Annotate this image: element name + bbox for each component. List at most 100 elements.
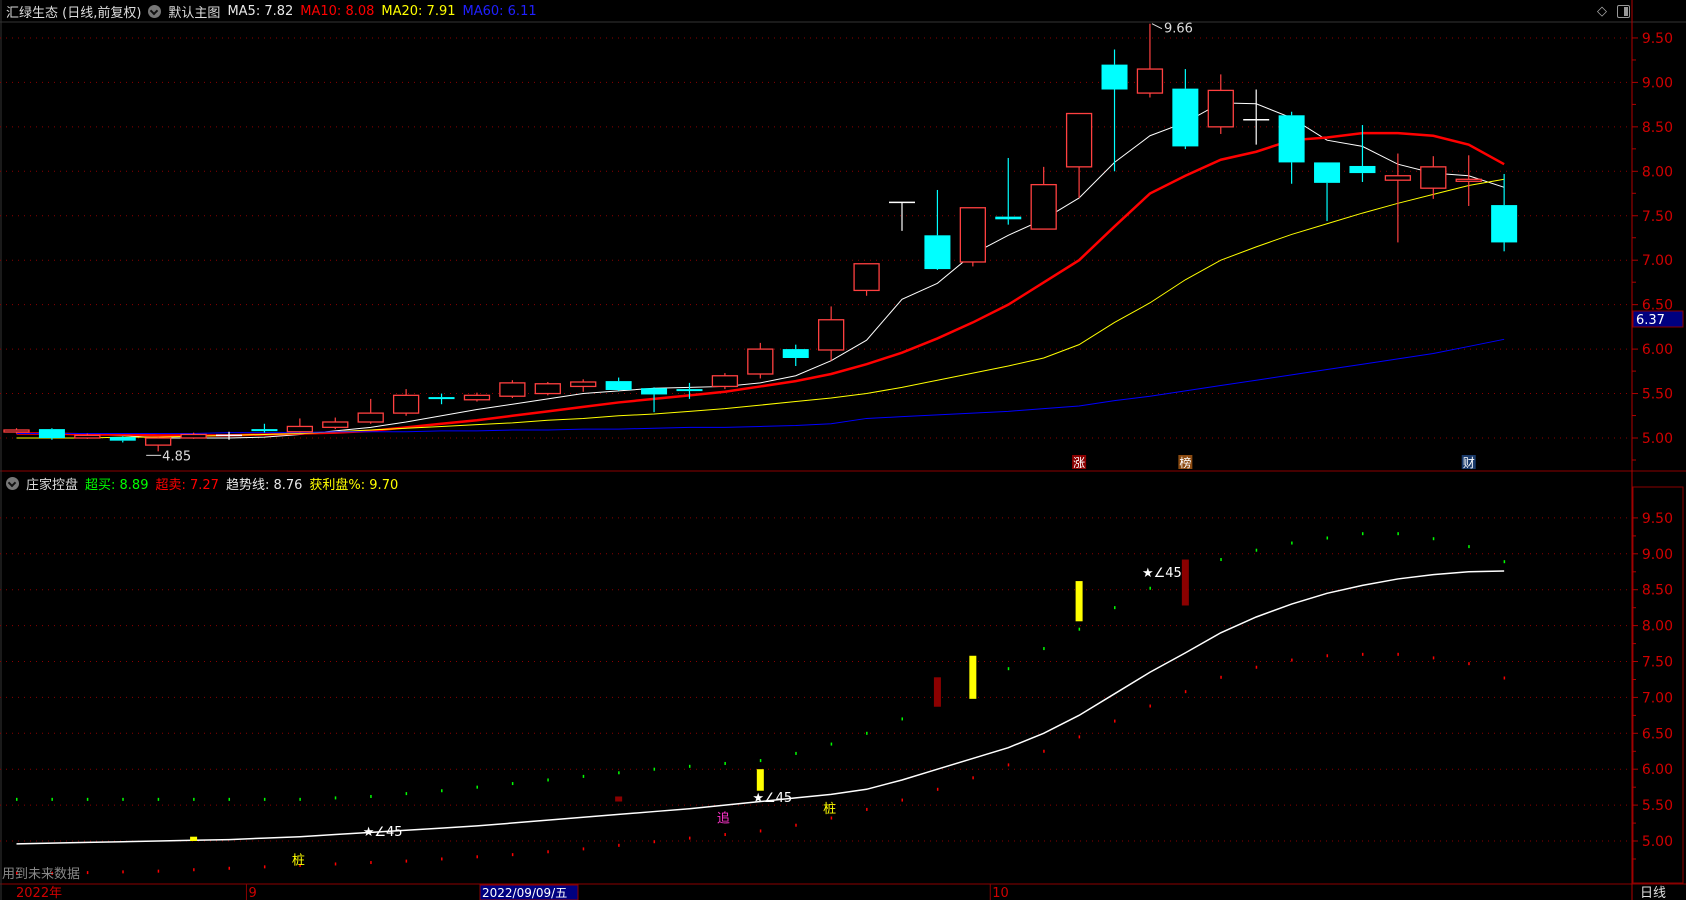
price-tick-label: 8.50 xyxy=(1642,120,1673,136)
overbought-dot xyxy=(1468,545,1470,549)
candle-body-down[interactable] xyxy=(605,381,632,390)
oversold-dot xyxy=(866,807,868,811)
candle-body-up[interactable] xyxy=(180,433,207,439)
indicator-tick-label: 5.00 xyxy=(1642,834,1673,850)
oversold-dot xyxy=(1326,654,1329,658)
indicator-name[interactable]: 庄家控盘 xyxy=(26,477,79,493)
candle-body-up[interactable] xyxy=(853,263,880,292)
overbought-dot xyxy=(51,797,53,801)
oversold-dot xyxy=(86,871,89,875)
event-marker[interactable]: 财 xyxy=(1463,456,1475,470)
oversold-dot xyxy=(547,850,549,854)
oversold-dot xyxy=(1220,675,1222,679)
candle-body-down[interactable] xyxy=(1314,162,1341,183)
candle-body-down[interactable] xyxy=(1172,88,1199,147)
signal-bar xyxy=(615,796,623,802)
candle-body-up[interactable] xyxy=(392,394,420,414)
candle-body-up[interactable] xyxy=(534,383,561,395)
candle-body-up[interactable] xyxy=(1207,89,1234,128)
candle-body-up[interactable] xyxy=(747,348,774,375)
candle-body-up[interactable] xyxy=(1384,175,1412,181)
chevron-circle-icon[interactable] xyxy=(6,476,19,490)
oversold-dot xyxy=(405,859,408,863)
time-axis-label: 10 xyxy=(992,886,1009,900)
stock-title[interactable]: 汇绿生态 (日线,前复权) xyxy=(6,5,142,21)
candle-body-down[interactable] xyxy=(641,388,668,395)
overbought-dot xyxy=(16,797,18,801)
signal-bar xyxy=(756,769,764,791)
oversold-dot xyxy=(830,816,833,820)
indicator-header: 庄家控盘 超买: 8.89 超卖: 7.27 趋势线: 8.76 获利盘%: 9… xyxy=(6,473,398,493)
signal-annotation: ★∠45 xyxy=(752,791,792,806)
ma5-legend: MA5: 7.82 xyxy=(227,3,294,19)
candle-body-up[interactable] xyxy=(1030,183,1057,230)
candle-body-down[interactable] xyxy=(1101,64,1128,90)
indicator-tick-label: 8.50 xyxy=(1642,583,1673,599)
candle-body-down[interactable] xyxy=(428,397,455,400)
chevron-circle-icon[interactable] xyxy=(148,4,162,18)
event-marker-bg[interactable] xyxy=(1178,455,1193,469)
period-selector[interactable]: 日线 xyxy=(1640,886,1666,900)
overbought-dot xyxy=(334,796,337,800)
candle-body-down[interactable] xyxy=(38,429,65,438)
candle-body-down[interactable] xyxy=(782,349,809,358)
price-tick-label: 5.00 xyxy=(1642,431,1673,447)
time-axis-label: 9 xyxy=(248,886,256,900)
oversold-dot xyxy=(759,829,762,833)
event-marker[interactable]: 榜 xyxy=(1179,455,1191,470)
signal-bar xyxy=(1075,581,1083,622)
oversold-dot xyxy=(1503,676,1506,680)
candle-body-up[interactable] xyxy=(322,421,349,428)
candle-body-down[interactable] xyxy=(251,429,278,432)
overbought-legend: 超买: 8.89 xyxy=(85,477,149,493)
price-tick-label: 6.50 xyxy=(1642,298,1673,314)
overbought-dot xyxy=(1114,606,1116,610)
candle-body-up[interactable] xyxy=(74,434,101,439)
event-marker-bg[interactable] xyxy=(1072,455,1087,469)
panel-toggle-icon[interactable] xyxy=(1617,5,1630,18)
main-chart-selector[interactable]: 默认主图 xyxy=(168,5,221,21)
overbought-dot xyxy=(688,764,691,768)
candle-body-down[interactable] xyxy=(1491,205,1518,243)
overbought-dot xyxy=(582,774,585,778)
candle-body-down[interactable] xyxy=(676,389,703,392)
overbought-dot xyxy=(228,797,231,801)
diamond-icon[interactable]: ◇ xyxy=(1597,4,1607,19)
oversold-dot xyxy=(263,865,266,869)
signal-bar xyxy=(1181,559,1189,606)
ma20-legend: MA20: 7.91 xyxy=(381,3,456,19)
candle-body-up[interactable] xyxy=(463,394,491,401)
overbought-dot xyxy=(441,789,443,793)
candle-body-up[interactable] xyxy=(3,429,30,433)
candle-body-down[interactable] xyxy=(924,235,951,270)
price-tick-label: 5.50 xyxy=(1642,387,1673,403)
oversold-dot xyxy=(334,862,337,866)
candle-body-up[interactable] xyxy=(711,375,739,388)
candle-body-down[interactable] xyxy=(1278,115,1305,163)
signal-annotation: 桩 xyxy=(823,802,836,817)
candle-body-up[interactable] xyxy=(286,425,314,433)
event-marker-bg[interactable] xyxy=(1461,455,1476,469)
candle-body-up[interactable] xyxy=(499,382,526,397)
candle-body-down[interactable] xyxy=(995,216,1022,220)
price-tick-label: 6.00 xyxy=(1642,342,1673,358)
candle-body-up[interactable] xyxy=(570,381,597,388)
overbought-dot xyxy=(299,797,301,801)
oversold-dot xyxy=(1361,652,1364,656)
candle-body-down[interactable] xyxy=(109,437,136,441)
candle-body-up[interactable] xyxy=(357,412,384,423)
trend-line xyxy=(16,570,1505,845)
candle-body-up[interactable] xyxy=(1136,68,1164,94)
candle-body-down[interactable] xyxy=(1349,165,1376,174)
candle-body-up[interactable] xyxy=(1065,112,1093,168)
candle-body-up[interactable] xyxy=(1420,166,1447,189)
candle-body-up[interactable] xyxy=(145,437,172,446)
event-marker[interactable]: 涨 xyxy=(1073,455,1085,470)
candle-body-up[interactable] xyxy=(1455,178,1482,182)
overbought-dot xyxy=(1220,558,1222,562)
price-tick-label: 8.00 xyxy=(1642,164,1673,180)
candle-body-up[interactable] xyxy=(818,319,845,351)
candle-body-up[interactable] xyxy=(959,207,986,263)
overbought-dot xyxy=(405,792,408,796)
